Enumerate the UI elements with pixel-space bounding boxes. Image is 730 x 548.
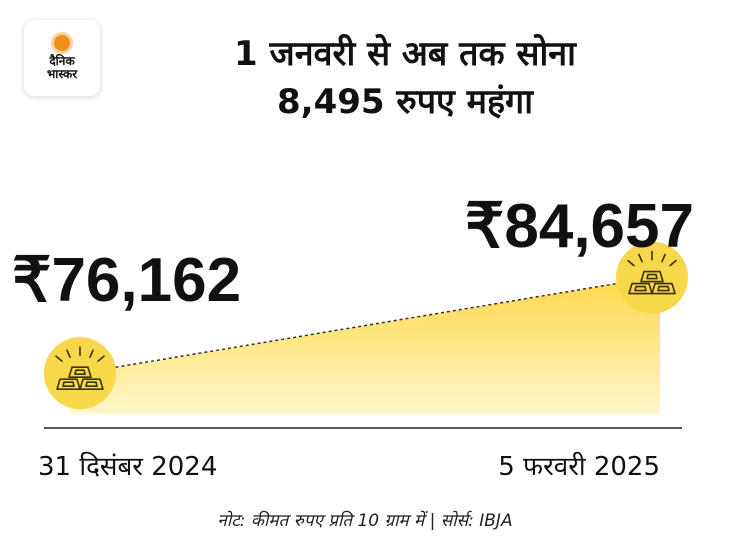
sun-icon [54, 35, 70, 51]
data-label-end: ₹84,657 [464, 192, 694, 261]
x-tick-label-end: 5 फरवरी 2025 [498, 452, 660, 482]
gold-bars-icon [627, 250, 677, 295]
data-label-start: ₹76,162 [12, 246, 242, 315]
gold-bars-icon [55, 346, 105, 390]
x-tick-label-start: 31 दिसंबर 2024 [38, 452, 218, 482]
footnote: नोट: कीमत रुपए प्रति 10 ग्राम में | सोर्… [217, 511, 513, 531]
marker-circle [616, 241, 688, 314]
trend-line [79, 276, 653, 374]
data-point-start [44, 337, 116, 410]
brand-logo-line1: दैनिक [49, 54, 75, 68]
brand-logo-line2: भास्कर [46, 67, 78, 81]
marker-circle [44, 337, 116, 410]
chart-title-line1: 1 जनवरी से अब तक सोना [234, 34, 576, 74]
data-point-end [616, 241, 688, 314]
area-fill [70, 277, 660, 414]
brand-logo: दैनिक भास्कर [24, 20, 100, 96]
brand-logo-text: दैनिक भास्कर [47, 55, 77, 81]
chart-title-line2: 8,495 रुपए महंगा [277, 82, 533, 122]
chart-title: 1 जनवरी से अब तक सोना 8,495 रुपए महंगा [110, 30, 700, 126]
